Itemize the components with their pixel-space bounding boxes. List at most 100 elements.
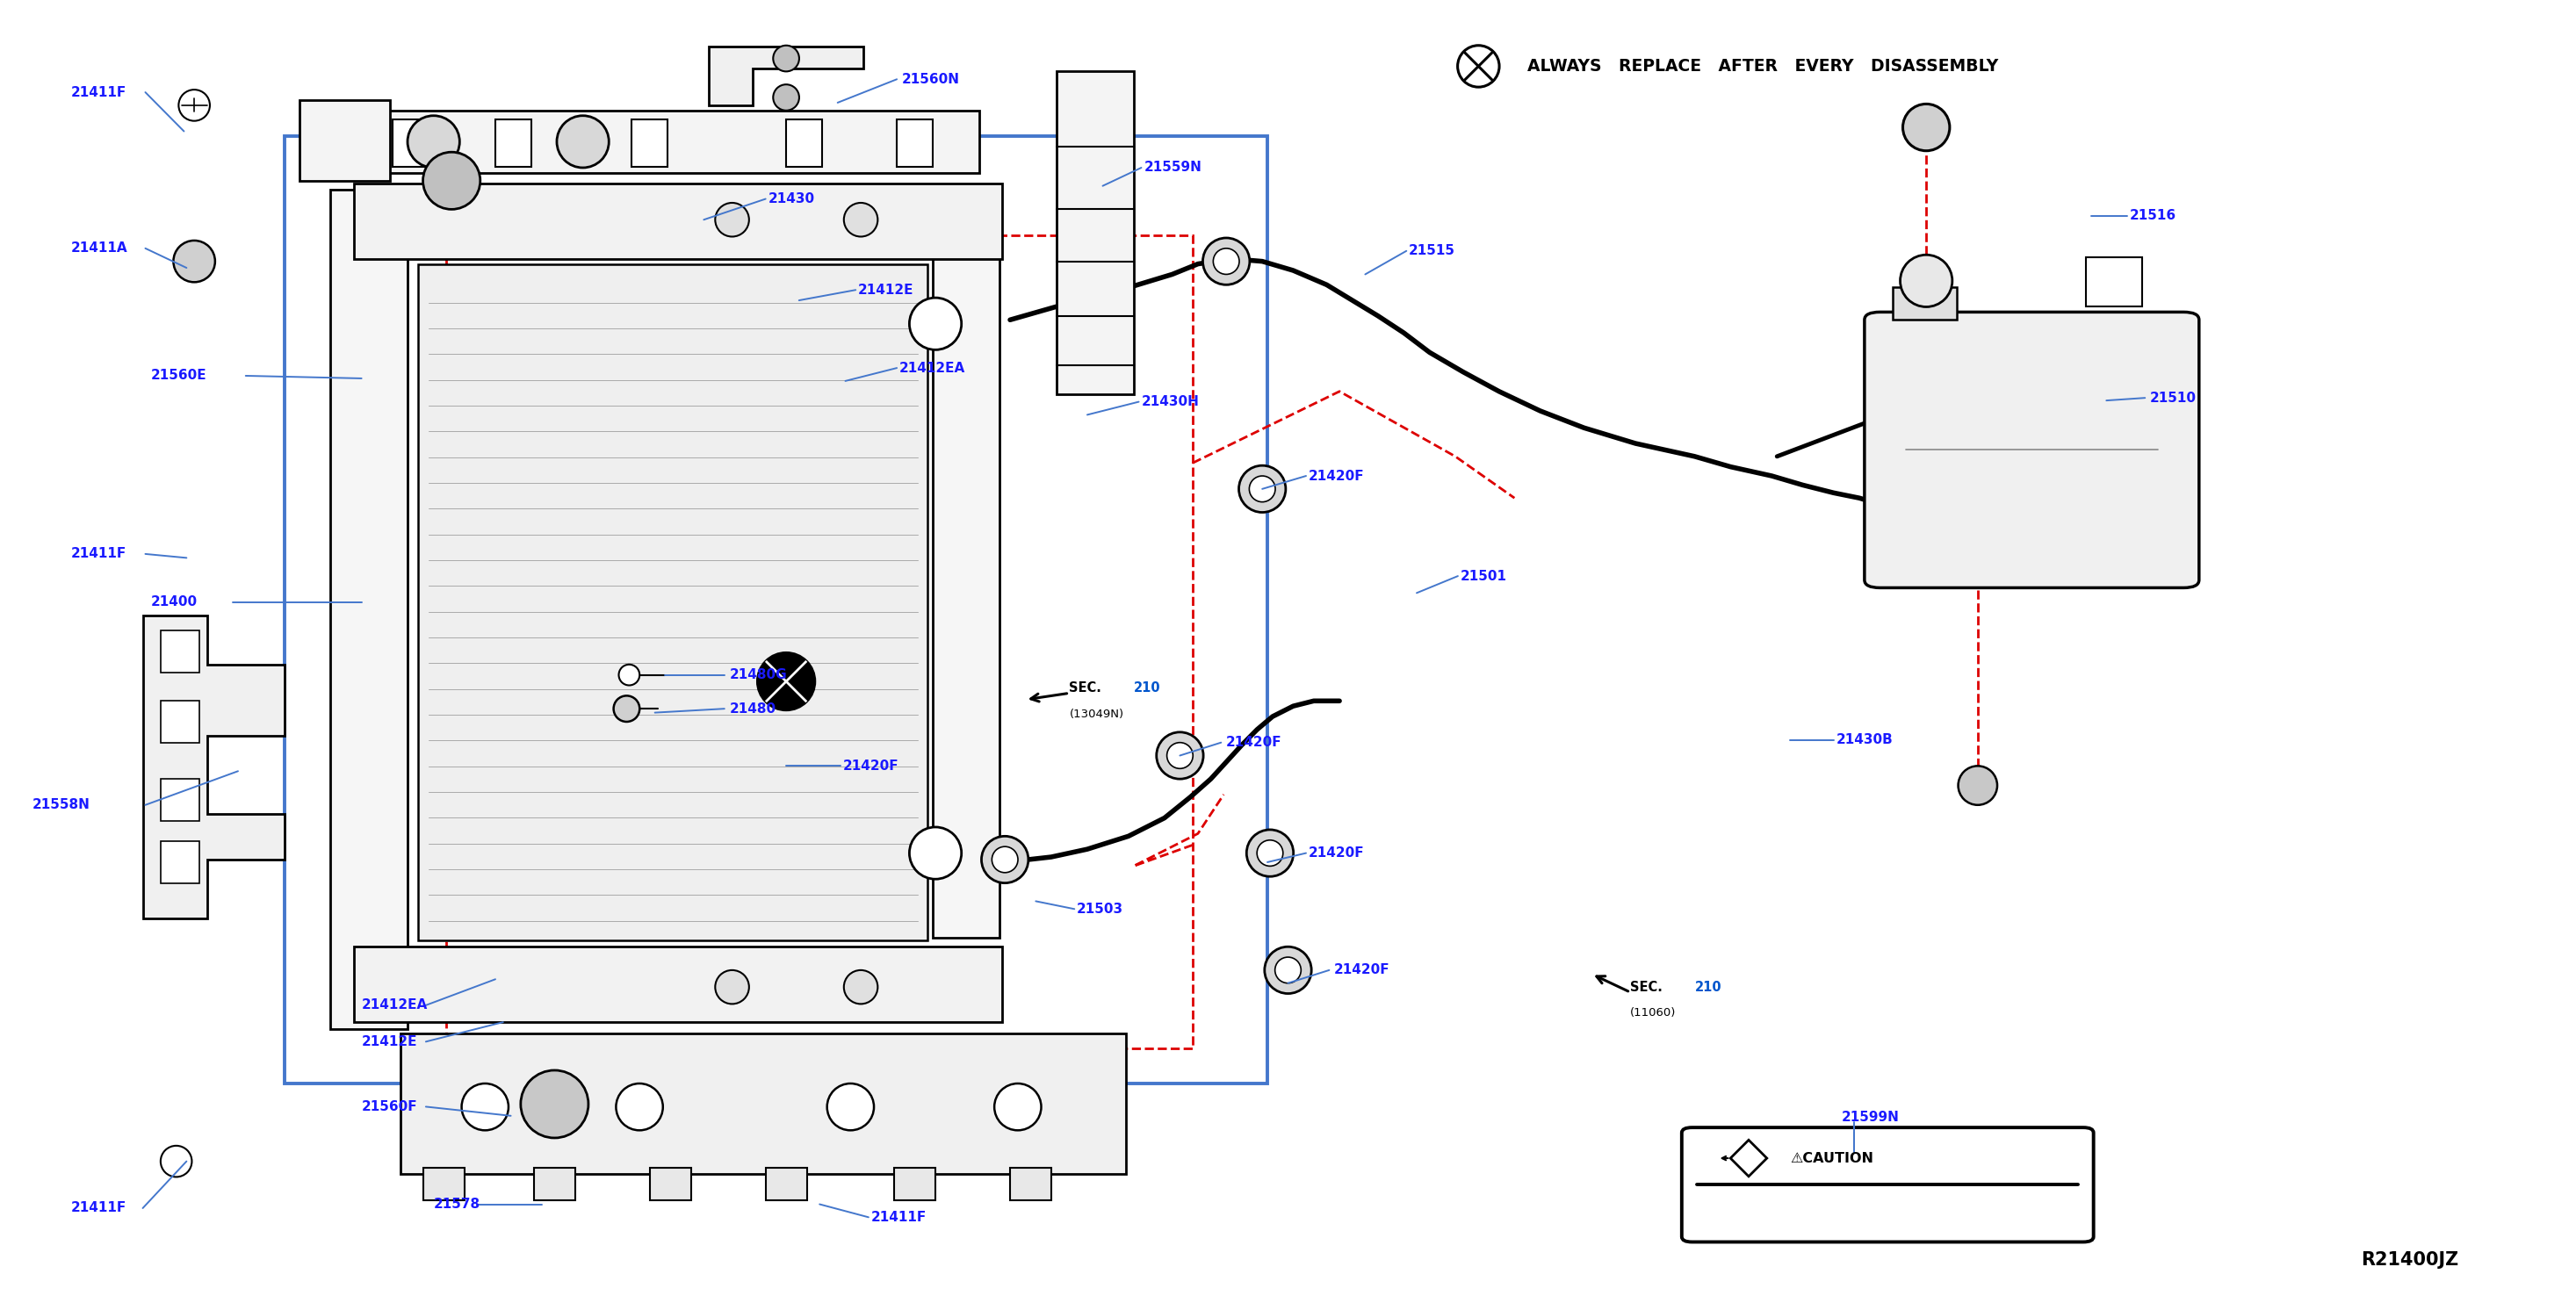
Ellipse shape xyxy=(1958,766,1996,805)
Ellipse shape xyxy=(1167,743,1193,769)
Ellipse shape xyxy=(1901,255,1953,306)
Ellipse shape xyxy=(613,696,639,722)
Text: 21430H: 21430H xyxy=(1141,395,1200,408)
Text: 21412EA: 21412EA xyxy=(361,998,428,1012)
Text: 21510: 21510 xyxy=(2151,391,2197,404)
Bar xyxy=(353,947,1002,1022)
Bar xyxy=(649,1167,690,1200)
Ellipse shape xyxy=(757,653,814,710)
Polygon shape xyxy=(142,615,283,919)
Bar xyxy=(299,100,389,181)
Text: 21480G: 21480G xyxy=(729,668,788,681)
Bar xyxy=(160,631,198,672)
Text: 21503: 21503 xyxy=(1077,903,1123,916)
Text: 21560N: 21560N xyxy=(902,73,961,86)
Ellipse shape xyxy=(616,1084,662,1130)
Bar xyxy=(495,120,531,167)
Ellipse shape xyxy=(1904,104,1950,151)
Bar xyxy=(160,842,198,883)
Text: 21430B: 21430B xyxy=(1837,734,1893,747)
Text: SEC.: SEC. xyxy=(1069,681,1103,694)
Text: 21400: 21400 xyxy=(149,595,198,609)
Text: 21559N: 21559N xyxy=(1144,162,1203,175)
Ellipse shape xyxy=(909,298,961,349)
Bar xyxy=(353,184,1002,259)
Bar xyxy=(160,779,198,821)
FancyBboxPatch shape xyxy=(1682,1127,2094,1242)
Text: 21558N: 21558N xyxy=(31,799,90,812)
Ellipse shape xyxy=(909,827,961,880)
Ellipse shape xyxy=(422,152,479,210)
Bar xyxy=(422,1167,464,1200)
Ellipse shape xyxy=(1239,465,1285,512)
Bar xyxy=(2087,258,2143,306)
Text: 21412E: 21412E xyxy=(361,1035,417,1048)
Text: 21411F: 21411F xyxy=(70,1201,126,1214)
Text: 21411A: 21411A xyxy=(70,242,126,255)
Text: 21560F: 21560F xyxy=(361,1100,417,1113)
Ellipse shape xyxy=(992,847,1018,873)
Bar xyxy=(446,236,1193,1048)
Text: ALWAYS   REPLACE   AFTER   EVERY   DISASSEMBLY: ALWAYS REPLACE AFTER EVERY DISASSEMBLY xyxy=(1528,57,1999,74)
Bar xyxy=(894,1167,935,1200)
Ellipse shape xyxy=(845,203,878,237)
Ellipse shape xyxy=(994,1084,1041,1130)
Bar xyxy=(283,137,1267,1083)
Text: ⚠CAUTION: ⚠CAUTION xyxy=(1790,1152,1873,1165)
Text: 21420F: 21420F xyxy=(1309,847,1365,860)
Ellipse shape xyxy=(827,1084,873,1130)
Ellipse shape xyxy=(1275,958,1301,984)
Text: 21420F: 21420F xyxy=(1334,963,1391,977)
Ellipse shape xyxy=(618,665,639,685)
Ellipse shape xyxy=(773,85,799,111)
Text: 21411F: 21411F xyxy=(70,86,126,99)
Ellipse shape xyxy=(716,971,750,1003)
Text: 21412EA: 21412EA xyxy=(899,361,966,374)
Text: 21420F: 21420F xyxy=(1226,736,1283,749)
Text: 210: 210 xyxy=(1133,681,1159,694)
Text: 21411F: 21411F xyxy=(70,547,126,560)
Text: 21412E: 21412E xyxy=(858,283,914,297)
Ellipse shape xyxy=(1265,947,1311,994)
Bar xyxy=(533,1167,574,1200)
Bar xyxy=(368,111,979,173)
Bar xyxy=(160,701,198,743)
Bar xyxy=(417,265,927,941)
Polygon shape xyxy=(708,47,863,106)
Text: (11060): (11060) xyxy=(1631,1007,1677,1019)
Text: 21516: 21516 xyxy=(2130,210,2177,223)
Bar xyxy=(392,120,428,167)
Bar xyxy=(1893,288,1958,319)
Ellipse shape xyxy=(1247,830,1293,877)
Bar xyxy=(765,1167,806,1200)
Ellipse shape xyxy=(1213,249,1239,275)
Ellipse shape xyxy=(1257,840,1283,866)
Text: 21480: 21480 xyxy=(729,702,775,715)
Bar xyxy=(933,249,999,938)
Text: 21501: 21501 xyxy=(1461,569,1507,582)
Ellipse shape xyxy=(1249,476,1275,502)
Ellipse shape xyxy=(461,1084,507,1130)
Ellipse shape xyxy=(1203,238,1249,285)
Bar xyxy=(1056,72,1133,394)
Ellipse shape xyxy=(556,116,608,168)
Bar xyxy=(1010,1167,1051,1200)
Bar xyxy=(631,120,667,167)
Ellipse shape xyxy=(160,1145,191,1177)
Text: 21420F: 21420F xyxy=(842,760,899,773)
Bar xyxy=(786,120,822,167)
Ellipse shape xyxy=(407,116,459,168)
Ellipse shape xyxy=(178,90,209,121)
Text: 21578: 21578 xyxy=(433,1197,479,1210)
Text: SEC.: SEC. xyxy=(1631,980,1662,994)
Text: (13049N): (13049N) xyxy=(1069,709,1123,719)
Ellipse shape xyxy=(716,203,750,237)
Bar xyxy=(896,120,933,167)
Text: 21599N: 21599N xyxy=(1842,1110,1899,1123)
Text: 210: 210 xyxy=(1695,980,1721,994)
Text: 21430: 21430 xyxy=(768,193,814,206)
Ellipse shape xyxy=(520,1070,587,1138)
Text: 21515: 21515 xyxy=(1409,245,1455,258)
Bar xyxy=(330,190,407,1028)
Polygon shape xyxy=(1731,1140,1767,1177)
